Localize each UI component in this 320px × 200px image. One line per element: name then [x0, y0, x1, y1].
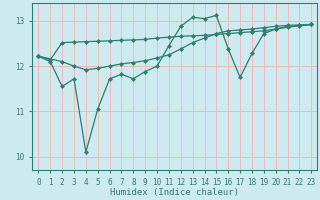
X-axis label: Humidex (Indice chaleur): Humidex (Indice chaleur)	[110, 188, 239, 197]
